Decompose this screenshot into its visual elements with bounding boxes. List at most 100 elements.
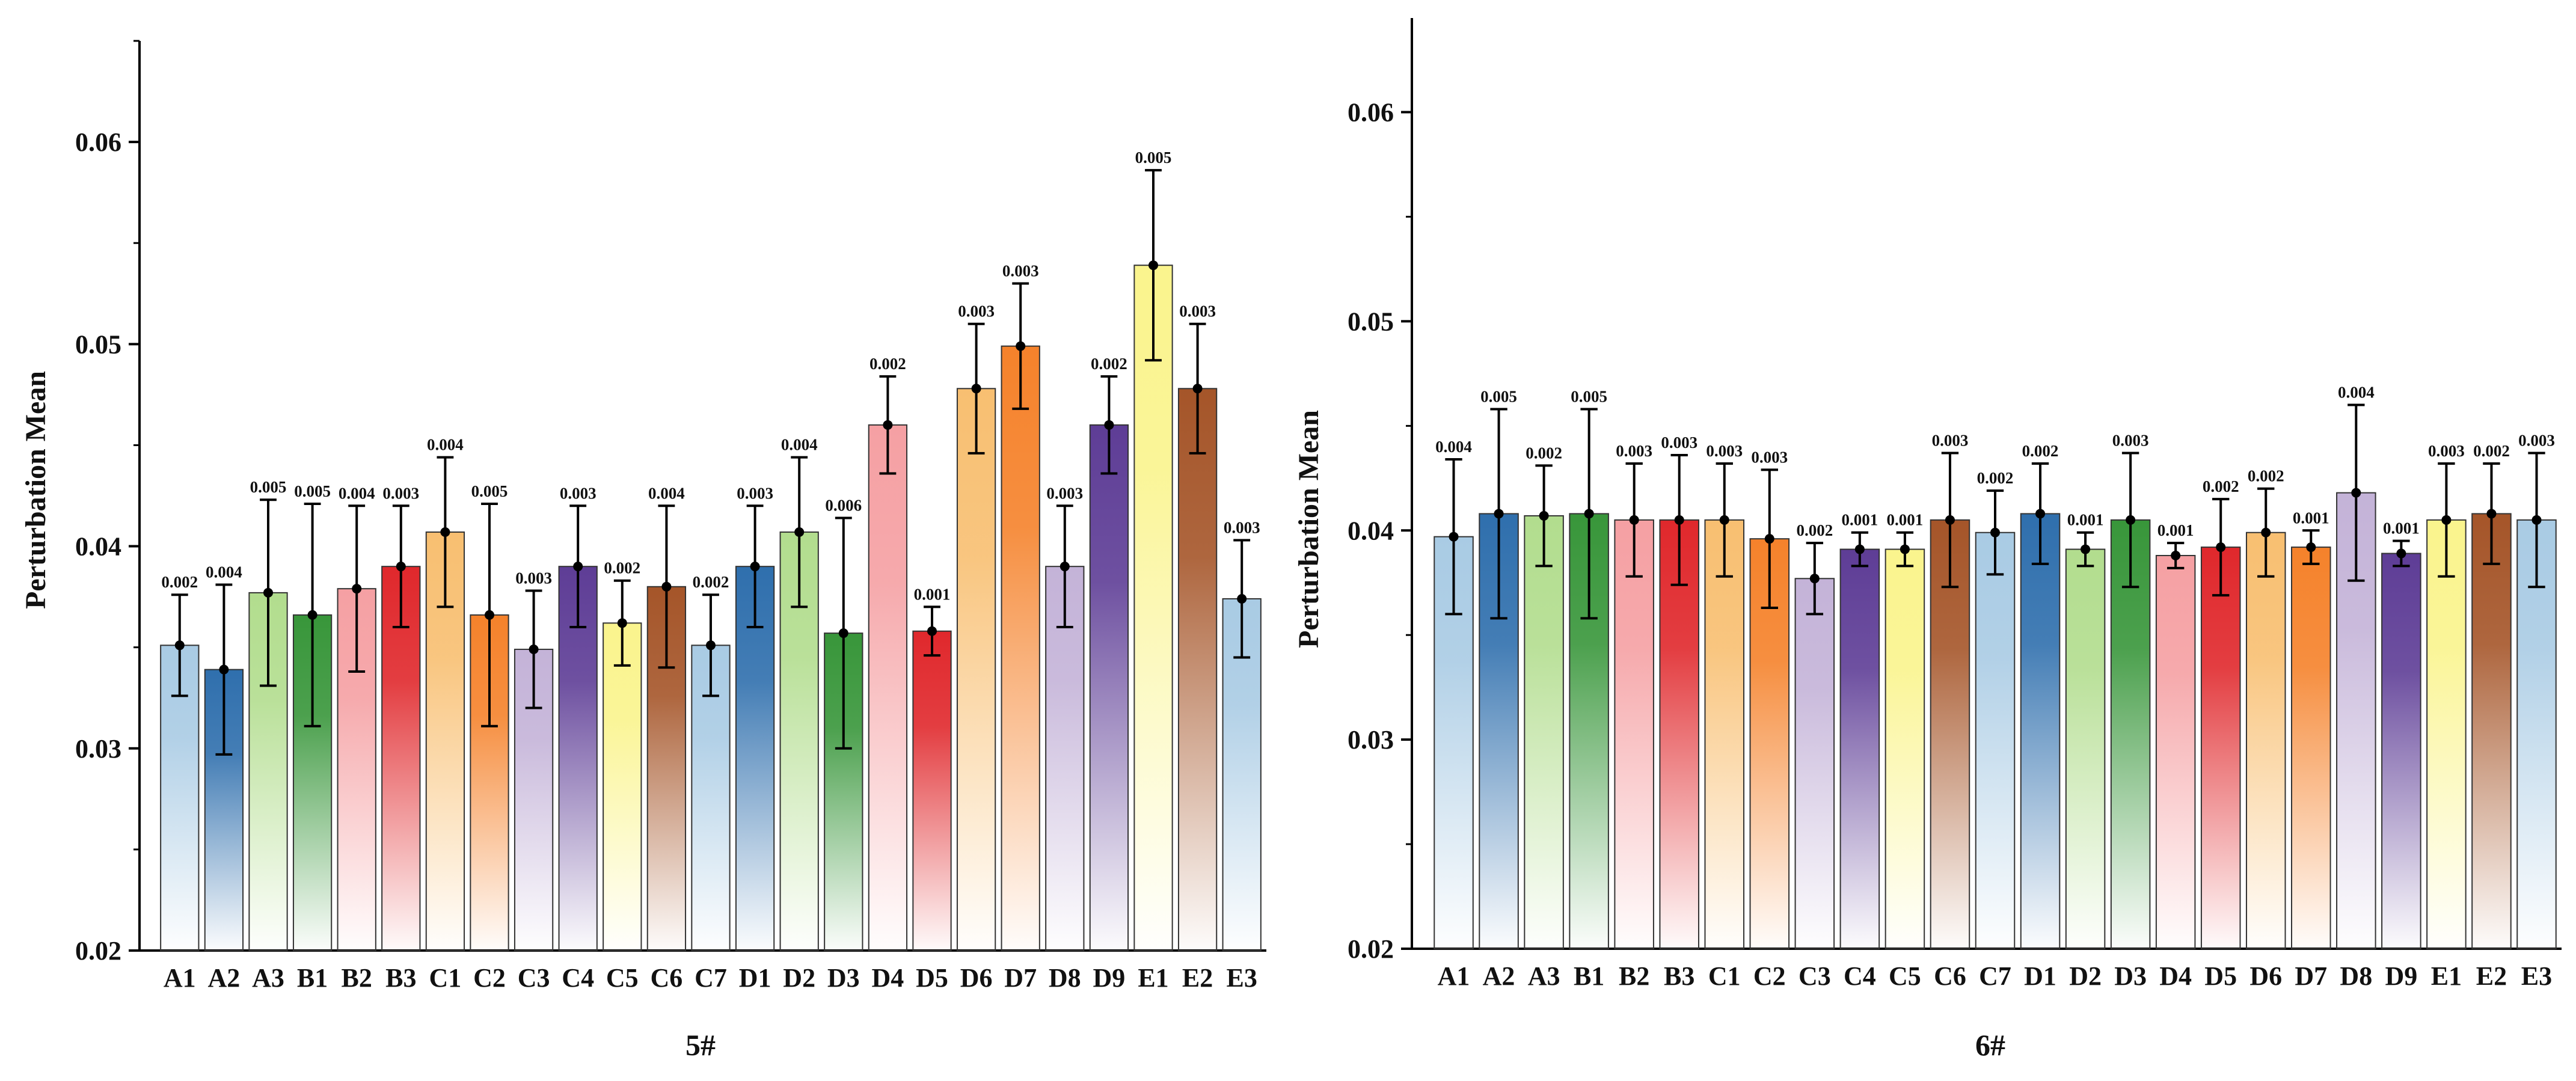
error-label-B1: 0.005	[294, 482, 331, 500]
x-tick-label-A2: A2	[208, 963, 241, 993]
mean-point-C6	[661, 581, 672, 592]
error-label-B3: 0.003	[382, 484, 419, 502]
mean-point-E3	[1237, 593, 1247, 604]
y-tick-label: 0.06	[75, 127, 121, 157]
bar-C6	[1930, 519, 1970, 949]
x-tick-label-B1: B1	[297, 963, 328, 993]
mean-point-D2	[2081, 544, 2091, 554]
bar-D5	[2200, 547, 2241, 949]
bar-B2	[1614, 519, 1654, 949]
mean-point-D3	[838, 628, 848, 638]
mean-point-D8	[1060, 562, 1070, 572]
mean-point-C5	[1900, 544, 1910, 554]
x-tick-label-D9: D9	[1093, 963, 1126, 993]
x-axis-title: 5#	[685, 1028, 716, 1062]
error-label-D6: 0.002	[2248, 467, 2284, 485]
mean-point-C2	[1764, 534, 1774, 544]
x-tick-label-D3: D3	[827, 963, 860, 993]
x-tick-label-D2: D2	[783, 963, 815, 993]
error-label-D8: 0.004	[2338, 384, 2375, 402]
error-label-C7: 0.002	[1977, 469, 2014, 487]
mean-point-B1	[1584, 509, 1594, 519]
mean-point-B2	[1629, 515, 1639, 525]
mean-point-E1	[2441, 515, 2452, 525]
x-tick-label-C7: C7	[695, 963, 727, 993]
y-tick-label: 0.02	[1348, 934, 1394, 964]
x-tick-label-E2: E2	[2476, 961, 2507, 991]
x-tick-label-D2: D2	[2069, 961, 2102, 991]
x-tick-label-E2: E2	[1182, 963, 1213, 993]
x-tick-label-C6: C6	[1934, 961, 1966, 991]
error-label-A1: 0.002	[161, 573, 198, 591]
mean-point-A3	[1539, 510, 1549, 521]
bar-B3	[1659, 519, 1699, 949]
y-tick-label: 0.04	[1348, 516, 1394, 545]
error-label-E3: 0.003	[1224, 518, 1260, 536]
x-tick-label-E1: E1	[2431, 961, 2462, 991]
error-label-D3: 0.003	[2112, 432, 2149, 450]
error-label-C3: 0.002	[1796, 521, 1833, 539]
mean-point-C1	[440, 527, 450, 537]
error-label-B1: 0.005	[1571, 388, 1607, 406]
x-tick-label-D4: D4	[2159, 961, 2192, 991]
bar-D4	[868, 424, 908, 951]
bar-D7	[1001, 345, 1040, 951]
mean-point-D1	[2035, 509, 2046, 519]
x-tick-label-C2: C2	[473, 963, 506, 993]
x-tick-label-C7: C7	[1979, 961, 2011, 991]
error-label-D1: 0.002	[2022, 442, 2059, 460]
error-label-D9: 0.002	[1091, 355, 1127, 373]
x-tick-label-B3: B3	[1664, 961, 1694, 991]
mean-point-D3	[2126, 515, 2136, 525]
mean-point-D2	[794, 527, 805, 537]
error-label-D2: 0.001	[2067, 511, 2104, 529]
x-tick-label-C3: C3	[1799, 961, 1831, 991]
x-tick-label-C2: C2	[1753, 961, 1786, 991]
x-tick-label-D6: D6	[2249, 961, 2282, 991]
error-label-D1: 0.003	[737, 484, 773, 502]
mean-point-A2	[219, 664, 229, 675]
error-label-D2: 0.004	[781, 436, 818, 454]
mean-point-B2	[352, 584, 362, 594]
error-label-D3: 0.006	[825, 496, 862, 514]
mean-point-D4	[883, 420, 893, 430]
bar-D1	[735, 566, 775, 951]
y-tick-label: 0.05	[75, 329, 121, 359]
x-tick-label-C1: C1	[1708, 961, 1741, 991]
x-tick-label-C5: C5	[606, 963, 639, 993]
error-label-C3: 0.003	[515, 569, 552, 587]
mean-point-E3	[2532, 515, 2542, 525]
mean-point-D5	[927, 626, 937, 636]
error-label-E3: 0.003	[2518, 432, 2555, 450]
x-tick-label-D9: D9	[2385, 961, 2417, 991]
mean-point-B1	[307, 610, 317, 620]
x-tick-label-B1: B1	[1574, 961, 1604, 991]
x-tick-label-B2: B2	[1619, 961, 1649, 991]
x-tick-label-D6: D6	[960, 963, 993, 993]
mean-point-C5	[617, 618, 627, 628]
mean-point-D5	[2216, 542, 2226, 553]
mean-point-D4	[2171, 551, 2181, 561]
bar-D1	[2020, 513, 2061, 949]
error-label-D7: 0.003	[1002, 262, 1039, 280]
mean-point-D9	[2396, 548, 2406, 559]
error-label-D4: 0.002	[869, 355, 906, 373]
x-tick-label-C4: C4	[562, 963, 594, 993]
error-label-C2: 0.005	[471, 482, 508, 500]
bar-D9	[2381, 553, 2421, 949]
bar-E1	[2426, 519, 2467, 949]
bar-C5	[1884, 548, 1925, 949]
bar-D6	[2245, 531, 2286, 949]
bar-B3	[381, 566, 421, 951]
bar-E3	[2516, 519, 2557, 949]
error-label-E2: 0.002	[2473, 442, 2510, 460]
y-axis-label: Perturbation Mean	[1293, 410, 1325, 648]
x-tick-label-D1: D1	[2024, 961, 2056, 991]
mean-point-D6	[2261, 527, 2271, 537]
x-tick-label-D7: D7	[1004, 963, 1037, 993]
mean-point-C2	[485, 610, 494, 620]
error-label-D9: 0.001	[2383, 519, 2420, 537]
bar-E2	[2471, 513, 2512, 949]
error-label-A3: 0.005	[250, 478, 287, 496]
